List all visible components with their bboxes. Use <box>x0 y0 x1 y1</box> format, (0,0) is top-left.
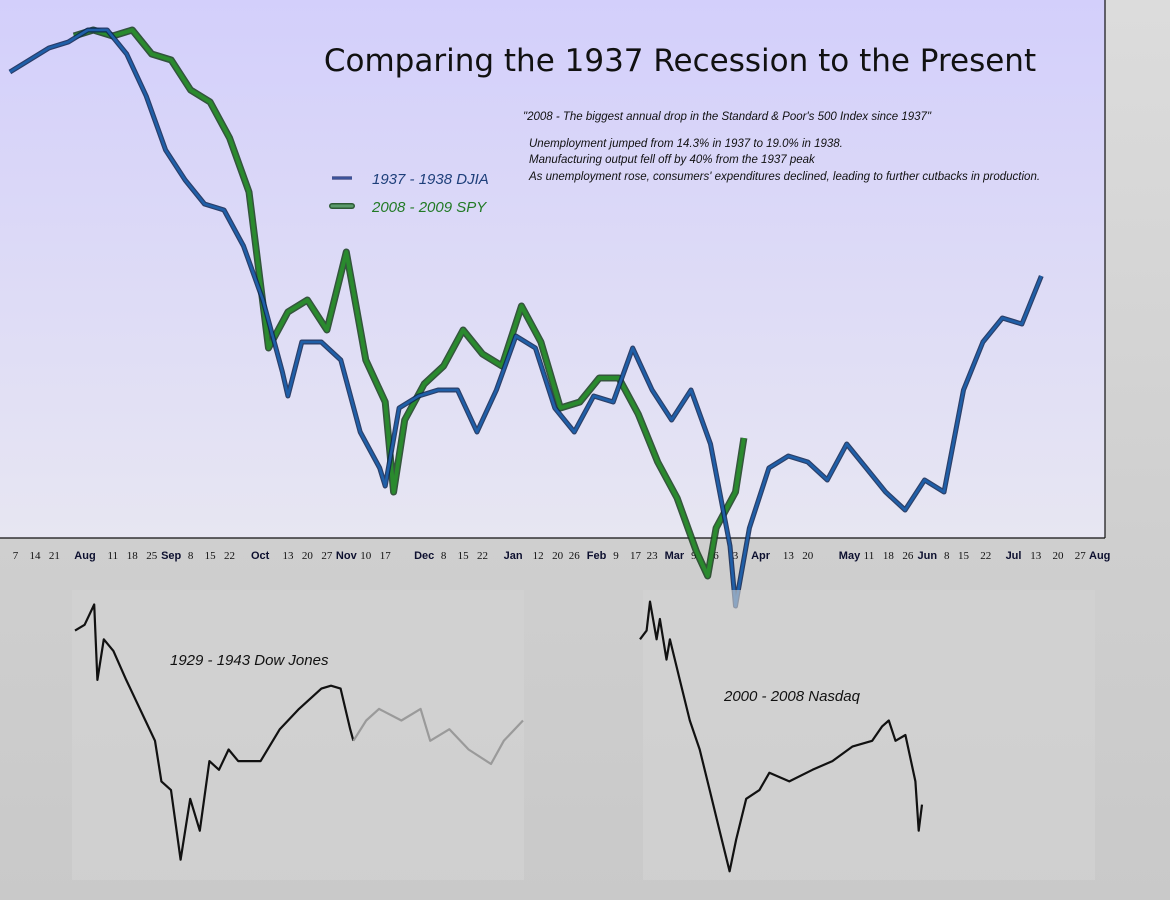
x-tick-label: Oct <box>251 550 270 562</box>
x-tick-label: 8 <box>441 550 447 562</box>
plot-area <box>0 0 1105 538</box>
x-axis-ticks: 7 14 21 Aug 11 18 25 Sep 8 15 22 Oct 13 20 27 Nov 10 17 De… <box>13 550 1111 562</box>
x-tick-label: 11 <box>108 550 119 562</box>
x-tick-label: Apr <box>751 550 771 562</box>
series-spy-line <box>73 28 746 578</box>
annotation-line-3: As unemployment rose, consumers' expendi… <box>528 171 1040 183</box>
x-tick-label: 13 <box>282 550 294 562</box>
legend-label-djia: 1937 - 1938 DJIA <box>372 171 489 188</box>
x-tick-label: 21 <box>49 550 60 562</box>
legend-label-spy: 2008 - 2009 SPY <box>371 199 487 216</box>
x-tick-label: 13 <box>783 550 795 562</box>
x-tick-label: 22 <box>980 550 991 562</box>
nasdaq-chart-label: 2000 - 2008 Nasdaq <box>723 688 861 705</box>
x-tick-label: 18 <box>883 550 895 562</box>
x-tick-label: 8 <box>944 550 950 562</box>
x-tick-label: 15 <box>205 550 217 562</box>
nasdaq-panel <box>643 590 1095 880</box>
chart-title: Comparing the 1937 Recession to the Pres… <box>324 43 1036 79</box>
quote-annotation: "2008 - The biggest annual drop in the S… <box>523 111 932 123</box>
x-tick-label: Jan <box>504 550 523 562</box>
x-tick-label: 20 <box>802 550 814 562</box>
dow-line-1 <box>352 707 524 766</box>
nasdaq-line-0 <box>639 600 924 873</box>
x-tick-label: 20 <box>302 550 314 562</box>
dow-1929-1943-chart <box>74 603 524 861</box>
x-tick-label: Jul <box>1006 550 1022 562</box>
x-tick-label: Mar <box>665 550 685 562</box>
x-tick-label: 10 <box>360 550 372 562</box>
x-tick-label: 9 <box>691 550 697 562</box>
x-tick-label: 18 <box>127 550 139 562</box>
x-tick-label: 20 <box>552 550 564 562</box>
dow-line-0 <box>74 603 355 861</box>
x-tick-label: 17 <box>380 550 392 562</box>
x-tick-label: 17 <box>630 550 642 562</box>
x-tick-label: 8 <box>188 550 194 562</box>
x-tick-label: 15 <box>458 550 470 562</box>
series-djia-line <box>9 28 1043 608</box>
dow-panel <box>72 590 524 880</box>
x-tick-label: 11 <box>864 550 875 562</box>
x-tick-label: Aug <box>1089 550 1110 562</box>
x-tick-label: Feb <box>587 550 607 562</box>
x-tick-label: 23 <box>647 550 659 562</box>
x-tick-label: Nov <box>336 550 358 562</box>
x-tick-label: Dec <box>414 550 434 562</box>
x-tick-label: 22 <box>477 550 488 562</box>
x-tick-label: 7 <box>13 550 19 562</box>
x-tick-label: 9 <box>613 550 619 562</box>
x-tick-label: Sep <box>161 550 181 562</box>
series-lines <box>8 26 1044 609</box>
x-tick-label: May <box>839 550 861 562</box>
dow-chart-label: 1929 - 1943 Dow Jones <box>170 652 329 669</box>
annotation-line-1: Unemployment jumped from 14.3% in 1937 t… <box>529 138 843 150</box>
x-tick-label: 14 <box>29 550 41 562</box>
x-tick-label: 27 <box>321 550 333 562</box>
x-tick-label: 12 <box>533 550 544 562</box>
x-tick-label: 22 <box>224 550 235 562</box>
x-tick-label: 27 <box>1075 550 1087 562</box>
x-tick-label: 25 <box>146 550 158 562</box>
x-tick-label: 26 <box>902 550 914 562</box>
x-tick-label: Aug <box>74 550 95 562</box>
x-tick-label: 15 <box>958 550 970 562</box>
annotation-line-2: Manufacturing output fell off by 40% fro… <box>529 154 816 166</box>
x-tick-label: 3 <box>733 550 739 562</box>
x-tick-label: 26 <box>569 550 581 562</box>
nasdaq-2000-2008-chart <box>639 600 924 873</box>
x-tick-label: 13 <box>1030 550 1042 562</box>
x-tick-label: Jun <box>918 550 938 562</box>
x-tick-label: 20 <box>1053 550 1065 562</box>
legend: 1937 - 1938 DJIA 2008 - 2009 SPY <box>329 171 489 216</box>
